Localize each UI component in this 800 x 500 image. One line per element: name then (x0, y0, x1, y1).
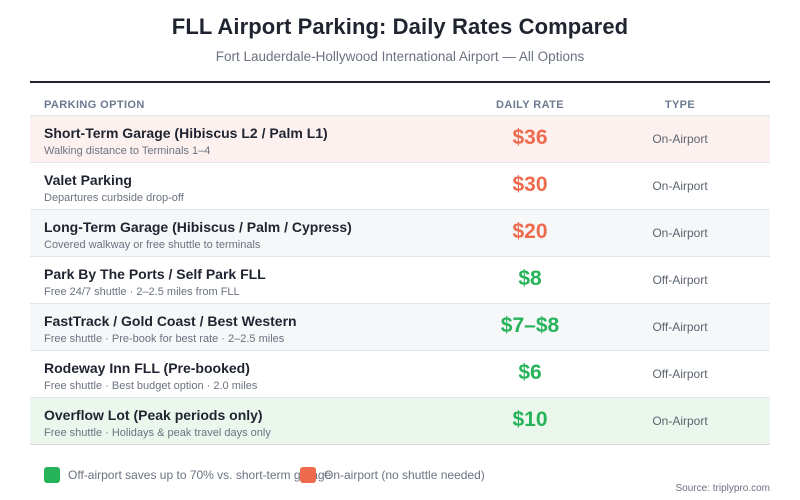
table-row: Short-Term Garage (Hibiscus L2 / Palm L1… (30, 115, 770, 162)
table-row: Valet Parking Departures curbside drop-of… (30, 162, 770, 209)
daily-rate-value: $8 (518, 267, 542, 290)
parking-option-description: Walking distance to Terminals 1–4 (44, 145, 211, 157)
daily-rate-value: $6 (518, 361, 542, 384)
rates-table: PARKING OPTION DAILY RATE TYPE Short-Ter… (30, 81, 770, 445)
parking-type: On-Airport (652, 226, 708, 240)
table-header: PARKING OPTION DAILY RATE TYPE (30, 83, 770, 115)
table-row: Overflow Lot (Peak periods only) Free shu… (30, 397, 770, 444)
source-note: Source: triplypro.com (675, 483, 770, 494)
parking-option-name: Park By The Ports / Self Park FLL (44, 266, 266, 282)
table-bottom-rule (30, 444, 770, 445)
table-row: Long-Term Garage (Hibiscus / Palm / Cypr… (30, 209, 770, 256)
parking-option-name: FastTrack / Gold Coast / Best Western (44, 313, 297, 329)
parking-option-description: Covered walkway or free shuttle to termi… (44, 239, 261, 251)
chart-title: FLL Airport Parking: Daily Rates Compare… (171, 14, 629, 39)
table-body: Short-Term Garage (Hibiscus L2 / Palm L1… (30, 115, 770, 444)
table-top-rule (30, 81, 770, 83)
parking-option-description: Departures curbside drop-off (44, 192, 184, 204)
parking-type: Off-Airport (652, 367, 708, 381)
table-row: FastTrack / Gold Coast / Best Western Fre… (30, 303, 770, 350)
daily-rate-value: $7–$8 (500, 314, 560, 337)
parking-option-name: Overflow Lot (Peak periods only) (44, 407, 263, 423)
parking-option-description: Free 24/7 shuttle · 2–2.5 miles from FLL (44, 286, 240, 298)
legend-label-off-airport: Off-airport saves up to 70% vs. short-te… (68, 468, 332, 482)
legend-label-on-airport: On-airport (no shuttle needed) (324, 468, 485, 482)
chart-subtitle: Fort Lauderdale-Hollywood International … (215, 49, 585, 64)
daily-rate-value: $30 (512, 173, 548, 196)
daily-rate-value: $10 (512, 408, 548, 431)
parking-option-description: Free shuttle · Pre-book for best rate · … (44, 333, 285, 345)
column-header-type: TYPE (664, 99, 696, 111)
daily-rate-value: $36 (512, 126, 548, 149)
column-header-option: PARKING OPTION (44, 99, 145, 111)
parking-type: Off-Airport (652, 320, 708, 334)
parking-type: On-Airport (652, 414, 708, 428)
daily-rate-value: $20 (512, 220, 548, 243)
parking-option-name: Rodeway Inn FLL (Pre-booked) (44, 360, 250, 376)
parking-option-description: Free shuttle · Holidays & peak travel da… (44, 427, 271, 439)
parking-option-name: Valet Parking (44, 172, 132, 188)
parking-type: On-Airport (652, 132, 708, 146)
parking-option-name: Long-Term Garage (Hibiscus / Palm / Cypr… (44, 219, 352, 235)
legend-swatch-off-airport (44, 467, 60, 483)
column-header-rate: DAILY RATE (496, 99, 564, 111)
legend-swatch-on-airport (300, 467, 316, 483)
table-row: Park By The Ports / Self Park FLL Free 24… (30, 256, 770, 303)
parking-type: On-Airport (652, 179, 708, 193)
parking-option-description: Free shuttle · Best budget option · 2.0 … (44, 380, 258, 392)
parking-option-name: Short-Term Garage (Hibiscus L2 / Palm L1… (44, 125, 328, 141)
parking-type: Off-Airport (652, 273, 708, 287)
table-row: Rodeway Inn FLL (Pre-booked) Free shuttle… (30, 350, 770, 397)
